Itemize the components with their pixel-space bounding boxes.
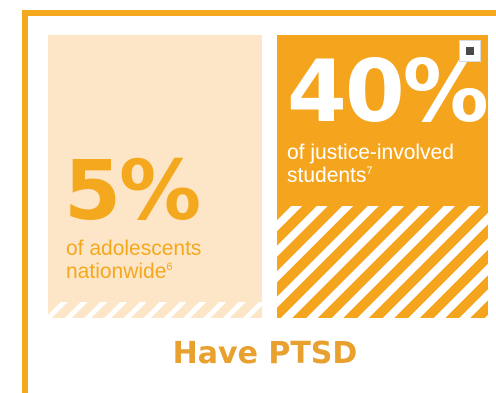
stop-icon[interactable] [459,40,481,62]
stat-percent-justice-involved: 40% [287,42,488,142]
stat-description-justice-involved: of justice-involved students7 [287,141,487,187]
stat-description-line2: nationwide [66,260,167,283]
stat-description-adolescents: of adolescents nationwide6 [66,237,256,283]
footnote-marker: 7 [366,165,373,177]
stat-panel-adolescents: 5% of adolescents nationwide6 [48,35,262,318]
stat-panel-justice-involved: 40% of justice-involved students7 [277,35,488,318]
stat-description-line1: of adolescents [66,237,202,260]
infographic-caption: Have PTSD [172,336,358,371]
infographic-frame [22,10,496,393]
footnote-marker: 6 [166,261,173,273]
stripe-pattern [48,302,262,318]
stripe-pattern [277,206,488,318]
stat-percent-adolescents: 5% [64,144,201,239]
stat-description-line1: of justice-involved [287,141,454,164]
stat-description-line2: students [287,164,367,187]
